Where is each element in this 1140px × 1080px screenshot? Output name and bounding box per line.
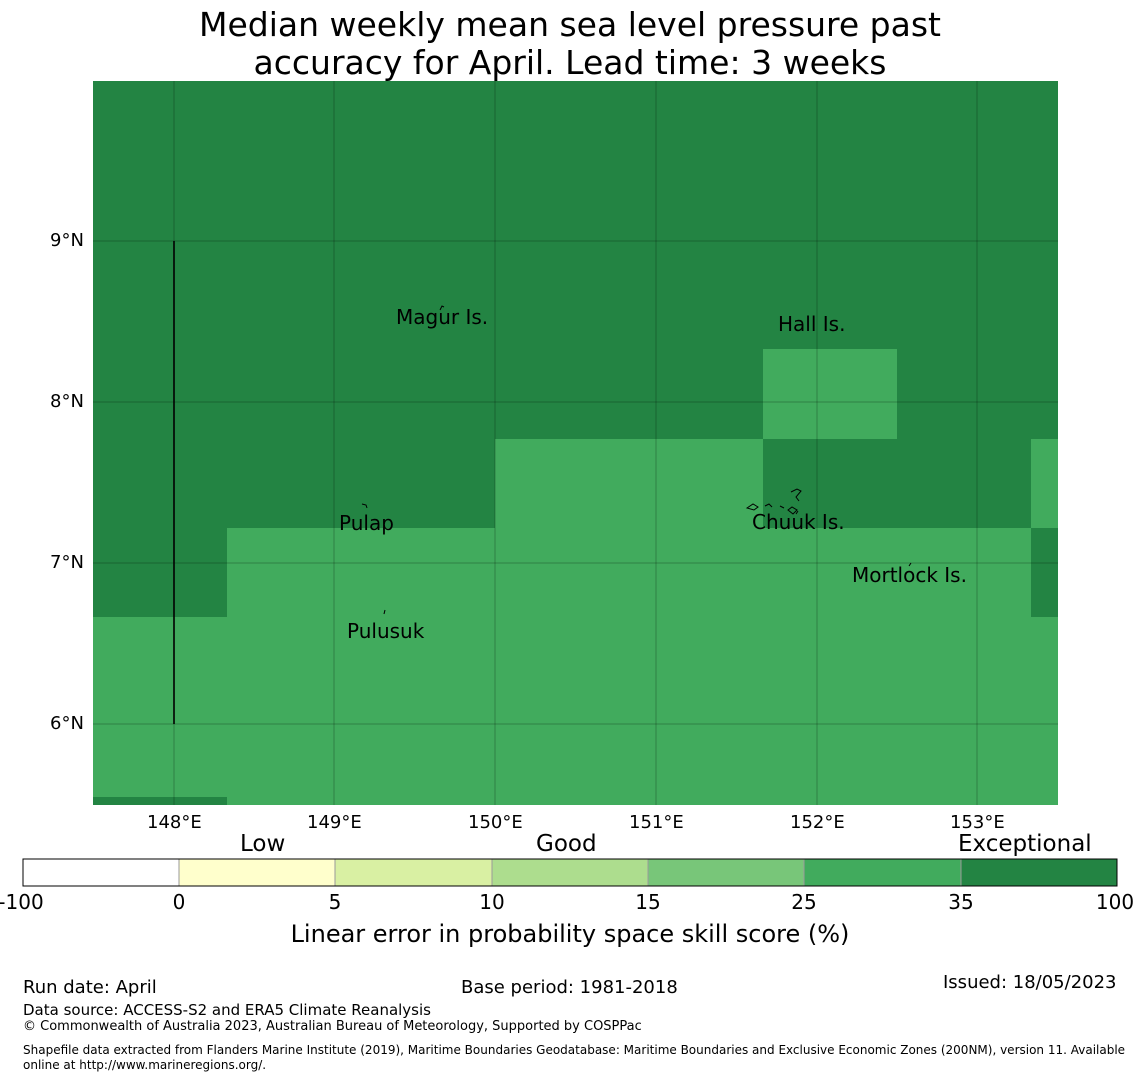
island-shapes [361,305,912,615]
mortlock-island-shape [908,562,912,567]
colorbar-tick-label: 25 [791,890,817,914]
place-label-magur: Magur Is. [396,305,489,329]
place-label-hall: Hall Is. [778,312,846,336]
good-cell [495,439,763,528]
lat-tick-label: 9°N [50,230,84,251]
legend-category-low: Low [240,831,286,857]
lon-tick-label: 150°E [468,812,523,833]
place-label-chuuk: Chuuk Is. [752,510,845,534]
chart-title: Median weekly mean sea level pressure pa… [0,6,1140,82]
colorbar-tick-label: 15 [635,890,661,914]
place-label-pulap: Pulap [339,511,394,535]
base-period: Base period: 1981-2018 [461,977,678,998]
colorbar [22,858,1118,887]
lon-tick-label: 153°E [950,812,1005,833]
lon-tick-label: 152°E [790,812,845,833]
title-line-2: accuracy for April. Lead time: 3 weeks [253,43,887,82]
colorbar-tick-label: 10 [479,890,505,914]
shapefile-credit-line-1: Shapefile data extracted from Flanders M… [23,1043,1126,1057]
colorbar-segment [492,859,648,886]
good-cell [93,617,1058,797]
colorbar-tick-label: 5 [328,890,342,914]
colorbar-tick-label: 100 [1095,890,1135,914]
lat-tick-label: 6°N [50,713,84,734]
lon-tick-label: 151°E [629,812,684,833]
colorbar-segment [335,859,492,886]
colorbar-segment [804,859,961,886]
good-cell [227,528,1031,617]
pulusuk-island-shape [383,609,386,615]
magur-island-shape [439,305,445,311]
colorbar-segment [23,859,179,886]
shapefile-credit-line-2: online at http://www.marineregions.org/. [23,1058,267,1072]
run-date: Run date: April [23,977,157,998]
lat-tick-label: 7°N [50,552,84,573]
colorbar-tick-label: -100 [0,890,44,914]
map-cells [93,81,1058,805]
pulap-island-shape [361,503,368,509]
colorbar-segment [179,859,335,886]
legend-category-good: Good [536,831,597,857]
colorbar-segment [961,859,1117,886]
place-label-pulusuk: Pulusuk [347,619,425,643]
data-source: Data source: ACCESS-S2 and ERA5 Climate … [23,1001,431,1019]
copyright-notice: © Commonwealth of Australia 2023, Austra… [23,1019,642,1034]
lat-tick-label: 8°N [50,391,84,412]
title-line-1: Median weekly mean sea level pressure pa… [199,5,941,44]
colorbar-frame [22,858,1118,887]
legend-category-exceptional: Exceptional [958,831,1092,857]
good-cell [227,797,1058,805]
colorbar-segment [648,859,804,886]
colorbar-tick-label: 0 [172,890,186,914]
colorbar-tick-label: 35 [948,890,974,914]
colorbar-title: Linear error in probability space skill … [290,920,850,948]
good-cell [763,349,897,439]
good-cell [1031,439,1058,528]
place-label-mortlock: Mortlock Is. [852,563,967,587]
lon-tick-label: 149°E [307,812,362,833]
issued-date: Issued: 18/05/2023 [943,972,1117,993]
chuuk-island-shape [745,488,802,515]
lon-tick-label: 148°E [147,812,202,833]
